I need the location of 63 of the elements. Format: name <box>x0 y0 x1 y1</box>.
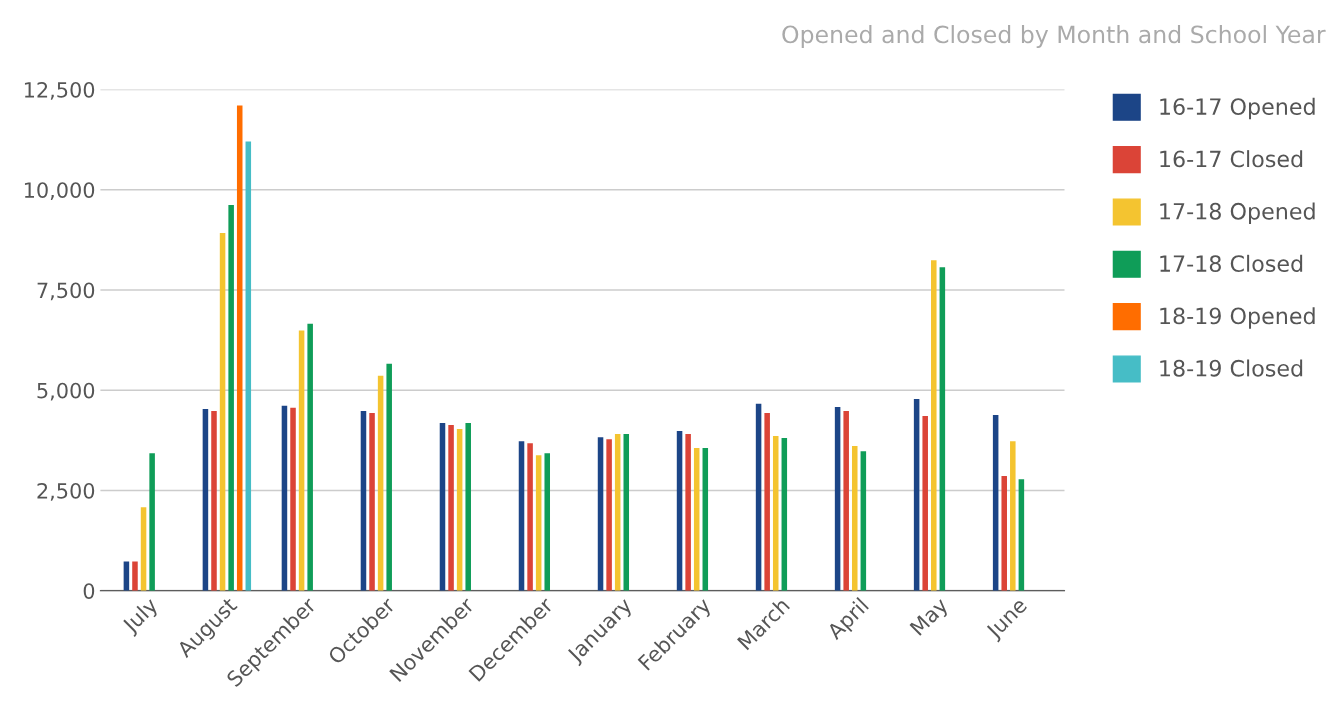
bar <box>535 455 542 591</box>
bar <box>307 323 313 591</box>
bar <box>377 375 384 591</box>
bar <box>676 431 683 591</box>
legend-label: 16-17 Closed <box>1160 150 1303 168</box>
bar <box>597 437 604 591</box>
bar <box>913 399 920 591</box>
bar <box>764 413 770 591</box>
bar <box>527 443 533 591</box>
legend-label: 18-19 Opened <box>1160 307 1315 329</box>
bar <box>281 405 288 591</box>
bar <box>685 433 691 591</box>
bar <box>702 447 709 591</box>
bar <box>456 429 463 591</box>
legend-label: 16-17 Opened <box>1160 97 1315 120</box>
bar <box>693 447 700 591</box>
bar <box>834 407 841 591</box>
y-tick-label: 12,500 <box>24 81 95 100</box>
legend-label: 17-18 Closed <box>1160 254 1303 272</box>
bar <box>360 411 367 591</box>
chart-title: Opened and Closed by Month and School Year <box>782 25 1326 48</box>
bar <box>123 561 130 591</box>
bar <box>386 363 392 591</box>
bar <box>369 413 375 591</box>
bar <box>298 330 305 591</box>
bar <box>1010 441 1016 591</box>
bar <box>623 433 630 591</box>
bar <box>236 105 243 591</box>
bar <box>211 411 217 591</box>
bar <box>851 445 858 591</box>
y-tick-label: 10,000 <box>24 182 95 201</box>
y-tick-label: 0 <box>83 583 95 599</box>
bar <box>219 233 226 591</box>
bar <box>922 415 928 591</box>
bar <box>843 411 849 591</box>
bar <box>465 423 471 591</box>
bar <box>439 423 446 591</box>
bar <box>245 141 252 591</box>
bar <box>781 437 788 591</box>
bar <box>448 425 454 591</box>
bar <box>149 453 155 591</box>
y-tick-label: 5,000 <box>37 382 95 401</box>
bar <box>939 267 946 591</box>
y-tick-label: 7,500 <box>37 282 95 301</box>
bar <box>606 439 612 591</box>
bar <box>290 407 296 591</box>
bar <box>992 415 999 591</box>
bar <box>544 453 551 591</box>
bar <box>518 441 525 591</box>
legend-label: 17-18 Opened <box>1160 202 1315 224</box>
bar <box>772 435 779 591</box>
bar <box>202 409 209 591</box>
bar <box>860 451 867 591</box>
bar <box>132 561 138 591</box>
bar <box>755 403 762 591</box>
bar <box>931 260 937 591</box>
bar <box>1001 476 1007 591</box>
bar <box>1018 479 1025 591</box>
bar <box>228 204 234 591</box>
y-tick-label: 2,500 <box>37 482 95 501</box>
bar <box>614 433 621 591</box>
bar <box>140 507 147 591</box>
legend-label: 18-19 Closed <box>1160 359 1303 377</box>
